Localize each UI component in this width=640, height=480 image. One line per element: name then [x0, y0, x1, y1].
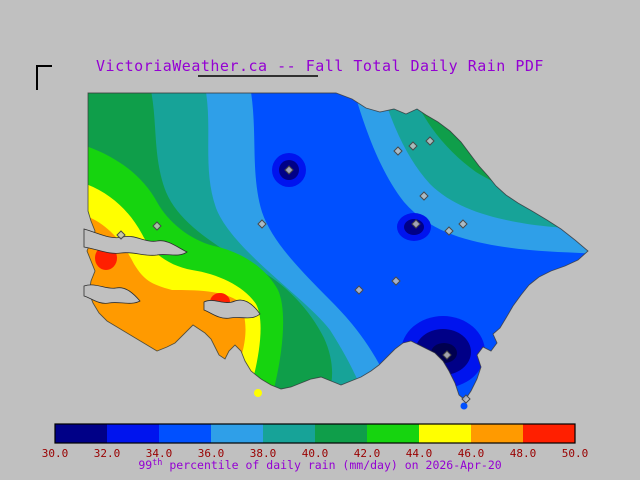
station-marker-icon	[152, 221, 162, 231]
colorbar-tick-36: 36.0	[198, 447, 225, 460]
colorbar-tick-34: 34.0	[146, 447, 173, 460]
station-marker-icon	[419, 191, 429, 201]
plot-frame-fragment-left	[36, 65, 52, 90]
colorbar-tick-46: 46.0	[458, 447, 485, 460]
colorbar-seg-30-32	[55, 424, 107, 443]
station-marker-icon	[461, 394, 471, 404]
colorbar-tick-38: 38.0	[250, 447, 277, 460]
station-marker-icon	[354, 285, 364, 295]
colorbar-tick-40: 40.0	[302, 447, 329, 460]
colorbar-seg-32-34	[107, 424, 159, 443]
colorbar-tick-48: 48.0	[510, 447, 537, 460]
station-marker-icon	[442, 350, 452, 360]
station-marker-icon	[393, 146, 403, 156]
inlet-southwest	[83, 284, 141, 304]
colorbar-tick-42: 42.0	[354, 447, 381, 460]
colorbar-seg-46-48	[471, 424, 523, 443]
island-southeast	[460, 402, 468, 410]
colorbar-seg-42-44	[367, 424, 419, 443]
caption-rest: percentile of daily rain (mm/day) on 202…	[162, 458, 501, 472]
station-marker-icon	[458, 219, 468, 229]
station-marker-icon	[391, 276, 401, 286]
station-marker-icon	[444, 226, 454, 236]
caption-superscript: th	[152, 458, 162, 468]
colorbar: 30.0 32.0 34.0 36.0 38.0 40.0 42.0 44.0 …	[42, 423, 589, 472]
colorbar-seg-34-36	[159, 424, 211, 443]
station-markers	[116, 136, 471, 404]
colorbar-seg-48-50	[523, 424, 575, 443]
colorbar-seg-40-42	[315, 424, 367, 443]
station-marker-icon	[408, 141, 418, 151]
figure-title: VictoriaWeather.ca -- Fall Total Daily R…	[96, 57, 544, 75]
colorbar-seg-38-40	[263, 424, 315, 443]
colorbar-tick-44: 44.0	[406, 447, 433, 460]
station-marker-icon	[411, 219, 421, 229]
station-marker-icon	[257, 219, 267, 229]
coastline	[86, 92, 589, 401]
colorbar-seg-36-38	[211, 424, 263, 443]
station-marker-icon	[116, 230, 126, 240]
colorbar-tick-32: 32.0	[94, 447, 121, 460]
station-marker-icon	[284, 165, 294, 175]
island-south	[254, 389, 262, 397]
colorbar-seg-44-46	[419, 424, 471, 443]
inlet-harbour	[203, 299, 261, 319]
colorbar-tick-30: 30.0	[42, 447, 69, 460]
colorbar-frame	[54, 423, 576, 444]
colorbar-tick-50: 50.0	[562, 447, 589, 460]
caption-base: 99	[138, 458, 152, 472]
station-marker-icon	[425, 136, 435, 146]
colorbar-caption: 99th percentile of daily rain (mm/day) o…	[138, 458, 501, 472]
